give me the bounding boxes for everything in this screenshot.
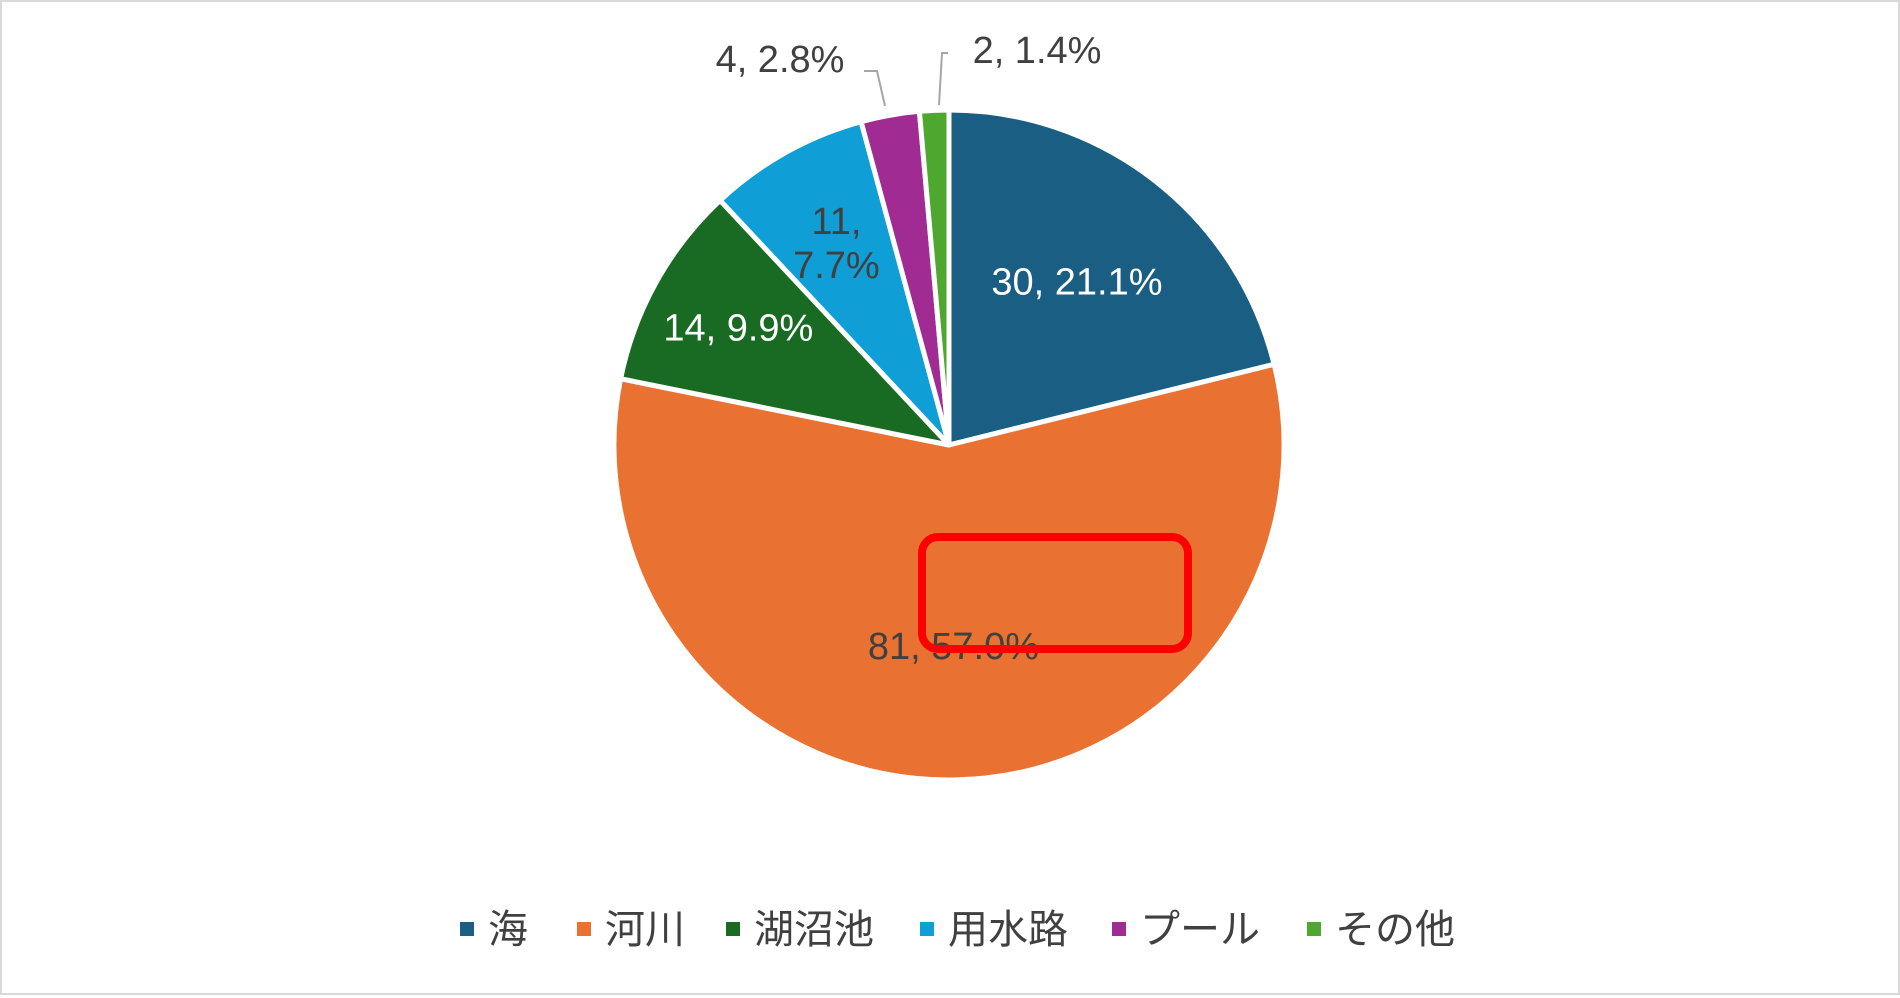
legend-swatch-sea	[460, 922, 474, 936]
legend-label-sea: 海	[488, 908, 528, 952]
legend-label-pool: プール	[1140, 908, 1260, 952]
leader-line-other	[938, 52, 948, 106]
highlight-box	[918, 533, 1192, 653]
pie-slice-river	[611, 361, 1287, 783]
legend-item-irrigation-canal: 用水路	[920, 908, 1068, 952]
legend-label-irrigation-canal: 用水路	[948, 908, 1068, 952]
data-label-other: 2, 1.4%	[973, 30, 1102, 72]
data-label-pool: 4, 2.8%	[716, 39, 845, 81]
pie-slice-sea	[946, 107, 1277, 448]
leader-lines	[864, 52, 948, 107]
legend-item-lake-pond: 湖沼池	[726, 908, 874, 952]
data-label-irrigation-canal: 11, 7.7%	[793, 201, 880, 287]
pie-slice-other	[916, 107, 952, 448]
legend-item-river: 河川	[577, 908, 685, 952]
legend-label-other: その他	[1335, 908, 1455, 952]
legend-swatch-lake-pond	[726, 922, 740, 936]
pie-slice-irrigation-canal	[717, 119, 952, 448]
leader-line-pool	[864, 70, 886, 107]
legend-swatch-pool	[1112, 922, 1126, 936]
data-labels: 30, 21.1%81, 57.0%14, 9.9%11, 7.7%4, 2.8%…	[663, 30, 1162, 668]
pie-slice-lake-pond	[618, 197, 952, 448]
legend-item-sea: 海	[460, 908, 528, 952]
data-label-sea: 30, 21.1%	[991, 261, 1162, 303]
legend-label-lake-pond: 湖沼池	[754, 908, 874, 952]
legend-swatch-irrigation-canal	[920, 922, 934, 936]
legend-item-other: その他	[1307, 908, 1455, 952]
data-label-lake-pond: 14, 9.9%	[663, 307, 813, 349]
legend: 海 河川 湖沼池 用水路 プール その他	[460, 908, 1455, 952]
legend-item-pool: プール	[1112, 908, 1260, 952]
legend-swatch-river	[577, 922, 591, 936]
pie-slices	[611, 107, 1287, 783]
legend-swatch-other	[1307, 922, 1321, 936]
legend-label-river: 河川	[605, 908, 685, 952]
